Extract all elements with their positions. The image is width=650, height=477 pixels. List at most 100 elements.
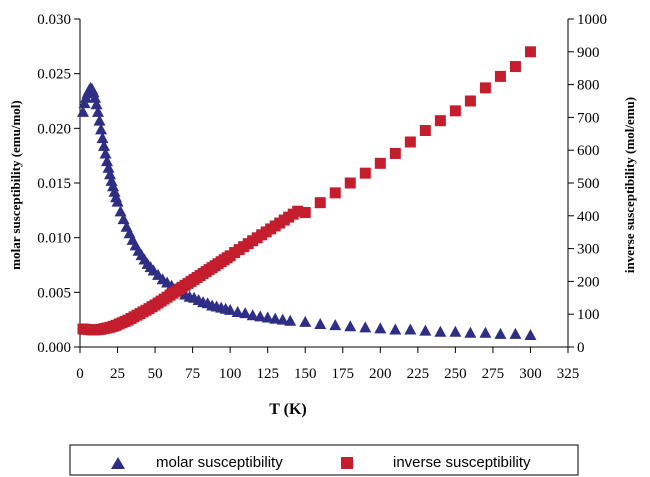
data-point-square [314,197,326,209]
x-tick-label: 300 [519,366,542,382]
data-point-square [374,157,386,169]
data-point-triangle [524,328,537,340]
data-point-triangle [101,155,114,167]
right-tick-label: 400 [577,209,600,225]
right-tick-label: 200 [577,274,600,290]
data-point-triangle [114,205,127,217]
data-point-triangle [449,325,462,337]
data-point-triangle [98,139,111,151]
data-point-triangle [419,324,432,336]
data-point-triangle [261,311,274,323]
data-point-triangle [254,310,267,322]
plot-area [77,46,537,340]
data-point-triangle [434,325,447,337]
data-point-triangle [102,161,115,173]
right-tick-label: 900 [577,45,600,61]
data-point-triangle [246,309,259,321]
data-point-triangle [479,326,492,338]
x-tick-label: 175 [332,366,355,382]
x-tick-label: 200 [369,366,392,382]
x-tick-label: 125 [256,366,279,382]
legend-box [69,444,579,476]
right-y-axis-title: inverse susceptibility (mol/emu) [622,97,637,273]
x-axis-title: T (K) [269,401,306,418]
data-point-triangle [104,168,117,180]
data-point-triangle [99,147,112,159]
legend: molar susceptibility inverse susceptibil… [69,444,579,476]
data-point-square [359,167,371,179]
data-point-triangle [231,306,244,318]
data-point-square [329,187,341,199]
left-tick-label: 0.015 [37,176,71,192]
data-point-triangle [269,312,282,324]
x-tick-label: 0 [76,366,84,382]
data-point-triangle [509,327,522,339]
data-point-square [292,205,304,217]
right-tick-label: 700 [577,110,600,126]
data-point-triangle [314,318,327,330]
data-point-square [389,147,401,159]
left-tick-label: 0.020 [37,121,71,137]
left-y-axis: 0.000 0.005 0.010 0.015 0.020 0.025 0.030 [37,12,81,356]
data-point-triangle [93,114,106,126]
data-point-triangle [96,132,109,144]
data-point-triangle [239,307,252,319]
left-tick-label: 0.030 [37,12,71,28]
right-tick-label: 300 [577,242,600,258]
x-tick-label: 25 [110,366,125,382]
x-tick-label: 150 [294,366,317,382]
data-point-square [479,82,491,94]
data-point-triangle [389,323,402,335]
data-point-triangle [404,323,417,335]
left-tick-label: 0.000 [37,340,71,356]
data-point-square [464,95,476,107]
right-y-axis: 0 100 200 300 400 500 600 700 800 900 1000 [567,12,607,356]
right-tick-label: 100 [577,307,600,323]
data-point-square [494,70,506,82]
data-point-triangle [284,314,297,326]
data-point-triangle [89,91,102,103]
data-point-triangle [344,320,357,332]
data-point-square [524,46,536,58]
legend-triangle-icon [111,457,125,469]
x-tick-label: 50 [148,366,163,382]
x-axis: 0 25 50 75 100 125 150 175 200 225 250 275 300 325 [76,346,579,382]
data-point-square [419,125,431,137]
x-tick-label: 100 [219,366,242,382]
data-point-triangle [464,326,477,338]
data-point-triangle [494,327,507,339]
left-y-axis-title: molar susceptibility (emu/mol) [8,100,23,269]
right-tick-label: 1000 [577,12,607,28]
data-point-triangle [95,123,108,135]
data-point-triangle [329,319,342,331]
data-point-triangle [299,315,312,327]
data-point-square [404,136,416,148]
legend-square-icon [341,457,353,469]
right-tick-label: 500 [577,176,600,192]
legend-label-inverse: inverse susceptibility [393,454,531,471]
data-point-triangle [92,105,105,117]
data-point-triangle [90,98,103,110]
x-tick-label: 75 [185,366,200,382]
x-tick-label: 225 [407,366,430,382]
x-tick-label: 275 [482,366,505,382]
x-tick-label: 250 [444,366,467,382]
left-tick-label: 0.010 [37,231,71,247]
legend-label-molar: molar susceptibility [156,454,283,471]
right-tick-label: 0 [577,340,585,356]
left-tick-label: 0.005 [37,285,71,301]
data-point-square [449,105,461,117]
data-point-triangle [77,105,90,117]
right-tick-label: 600 [577,143,600,159]
series-inverse-susceptibility [77,46,536,336]
data-point-triangle [276,313,289,325]
data-point-triangle [111,195,124,207]
data-point-square [299,207,311,219]
data-point-triangle [359,321,372,333]
data-point-square [344,177,356,189]
data-point-triangle [224,303,237,315]
data-point-square [509,61,521,73]
left-tick-label: 0.025 [37,67,71,83]
data-point-square [434,115,446,127]
